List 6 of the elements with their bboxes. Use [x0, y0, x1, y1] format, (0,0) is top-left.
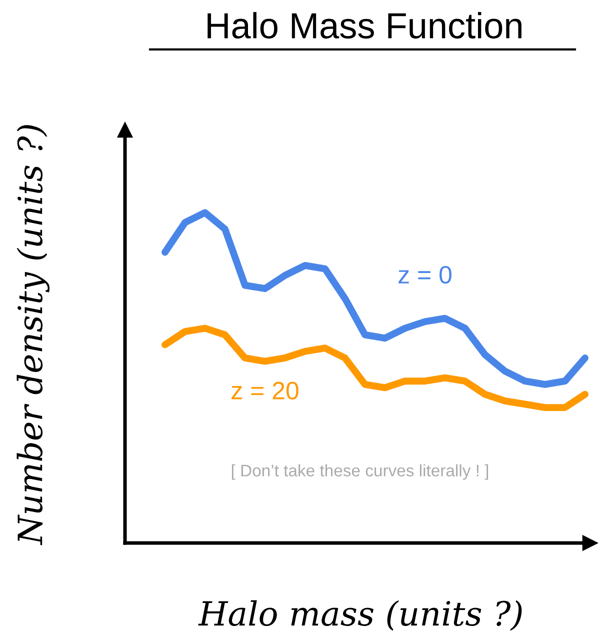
x-axis-title: Halo mass (units ?) [198, 600, 522, 631]
chart-title: Halo Mass Function [208, 12, 522, 39]
annotation: [ Don’t take these curves literally ! ] [232, 464, 488, 480]
series-label: z = 20 [232, 382, 298, 400]
series-label: z = 0 [398, 266, 452, 284]
y-axis-title: Number density (units ?) [16, 125, 50, 546]
